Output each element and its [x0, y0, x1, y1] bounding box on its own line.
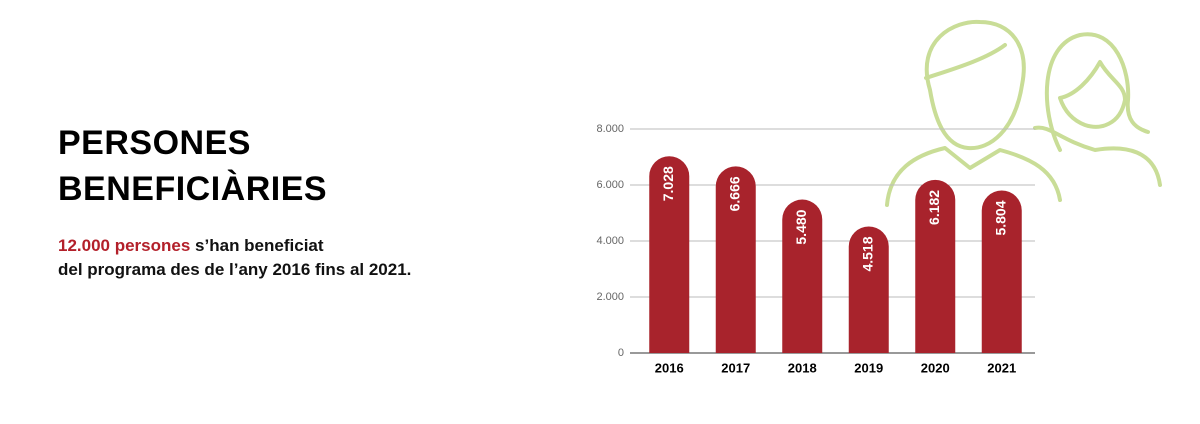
x-tick-label: 2019 [854, 360, 883, 375]
bar [915, 179, 956, 353]
man-shoulders [885, 146, 1062, 207]
title: PERSONES BENEFICIÀRIES [58, 120, 327, 212]
highlight: 12.000 persones [58, 236, 191, 255]
value-label: 5.804 [992, 200, 1008, 235]
x-tick-label: 2020 [921, 360, 950, 375]
value-label: 6.666 [726, 176, 742, 211]
bar [782, 199, 823, 353]
subtitle: 12.000 persones s’han beneficiat del pro… [58, 234, 411, 282]
x-tick-label: 2017 [721, 360, 750, 375]
subtitle-line: 12.000 persones s’han beneficiat [58, 234, 411, 258]
y-tick-label: 6.000 [596, 179, 624, 191]
man-head [924, 19, 1026, 151]
value-label: 6.182 [926, 190, 942, 225]
bar [715, 166, 756, 353]
y-tick-label: 8.000 [596, 123, 624, 135]
x-tick-label: 2018 [788, 360, 817, 375]
value-label: 4.518 [859, 236, 875, 271]
y-tick-label: 4.000 [596, 235, 624, 247]
woman-shoulders [1033, 125, 1162, 187]
woman-face [1058, 60, 1127, 129]
woman-hair [1044, 32, 1150, 152]
x-tick-label: 2021 [987, 360, 1016, 375]
title-line: BENEFICIÀRIES [58, 170, 328, 208]
x-tick-label: 2016 [655, 360, 684, 375]
bar [848, 226, 889, 353]
subtitle-line: del programa des de l’any 2016 fins al 2… [58, 260, 412, 279]
y-tick-label: 2.000 [596, 291, 624, 303]
y-tick-label: 0 [618, 347, 624, 359]
subtitle-text: s’han beneficiat [195, 236, 324, 255]
bar [981, 190, 1022, 353]
value-label: 5.480 [793, 209, 809, 244]
bar [649, 156, 690, 353]
man-hair [924, 43, 1007, 80]
title-line: PERSONES [58, 124, 251, 162]
value-label: 7.028 [660, 166, 676, 201]
people-icon [885, 19, 1162, 207]
